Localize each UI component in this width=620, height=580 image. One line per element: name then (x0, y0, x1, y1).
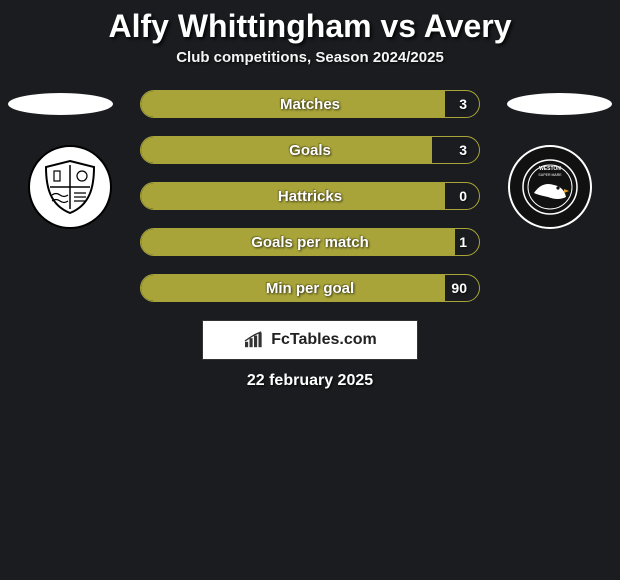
stat-row: Goals3 (140, 136, 480, 164)
stat-row: Matches3 (140, 90, 480, 118)
stat-label: Min per goal (141, 275, 479, 301)
stat-label: Hattricks (141, 183, 479, 209)
stat-value: 3 (459, 91, 467, 117)
stat-value: 3 (459, 137, 467, 163)
svg-text:SUPER MARE: SUPER MARE (538, 173, 562, 177)
stat-row: Hattricks0 (140, 182, 480, 210)
stat-label: Goals per match (141, 229, 479, 255)
comparison-date: 22 february 2025 (0, 372, 620, 390)
comparison-content: WESTON SUPER MARE Matches3Goals3Hattrick… (0, 90, 620, 390)
club-crest-right: WESTON SUPER MARE (508, 145, 592, 229)
stat-value: 1 (459, 229, 467, 255)
stat-value: 90 (451, 275, 467, 301)
bar-chart-icon (243, 331, 265, 349)
stat-row: Goals per match1 (140, 228, 480, 256)
stat-value: 0 (459, 183, 467, 209)
brand-text: FcTables.com (271, 331, 377, 349)
stat-label: Goals (141, 137, 479, 163)
club-crest-left (28, 145, 112, 229)
seagull-crest-icon: WESTON SUPER MARE (520, 157, 580, 217)
page-title: Alfy Whittingham vs Avery (0, 0, 620, 49)
shield-crest-icon (40, 157, 100, 217)
svg-text:WESTON: WESTON (539, 166, 561, 172)
brand-badge: FcTables.com (202, 320, 418, 360)
page-subtitle: Club competitions, Season 2024/2025 (0, 49, 620, 90)
ellipse-decoration-right (507, 93, 612, 115)
ellipse-decoration-left (8, 93, 113, 115)
stat-row: Min per goal90 (140, 274, 480, 302)
stat-label: Matches (141, 91, 479, 117)
stats-list: Matches3Goals3Hattricks0Goals per match1… (140, 90, 480, 302)
